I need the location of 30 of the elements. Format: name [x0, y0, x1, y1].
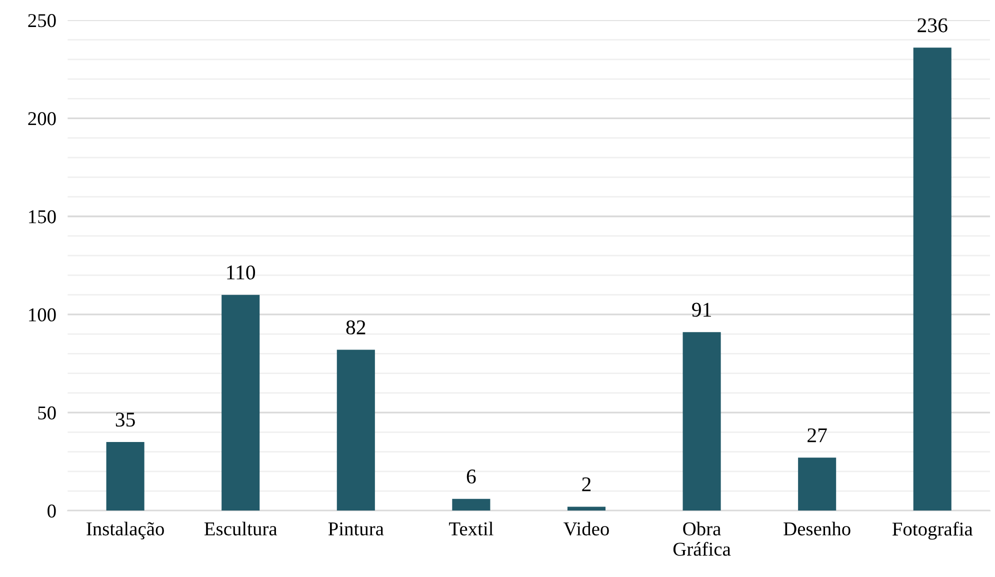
bar [336, 350, 375, 511]
bar [222, 294, 260, 511]
data-label: 110 [227, 265, 256, 280]
data-label: 82 [346, 320, 366, 334]
x-tick-label: Pintura [328, 522, 384, 536]
y-tick-label: 50 [38, 406, 56, 420]
x-tick-label: Escultura [204, 522, 278, 536]
y-tick-label: 150 [29, 210, 56, 224]
x-tick-label: Desenho [784, 522, 850, 536]
x-tick-label: Textil [449, 522, 494, 536]
y-tick-label: 100 [29, 308, 56, 322]
y-tick-label: 200 [28, 112, 56, 126]
x-tick-label: Fotografia [892, 522, 973, 540]
data-label: 236 [918, 18, 948, 32]
x-tick-label: Instalação [86, 522, 164, 540]
data-label: 27 [808, 428, 827, 442]
x-tick-label: Video [564, 522, 609, 536]
y-tick-label: 0 [48, 504, 56, 518]
x-tick-label: Obra Gráfica [673, 522, 731, 556]
bar [682, 332, 721, 511]
bar [798, 458, 836, 511]
bar [913, 48, 952, 511]
data-label: 91 [692, 302, 711, 317]
data-label: 6 [466, 470, 476, 484]
bar [452, 498, 490, 511]
data-label: 2 [582, 477, 591, 492]
bar [567, 506, 606, 511]
data-label: 35 [116, 412, 135, 427]
y-tick-label: 250 [28, 14, 56, 28]
bar [106, 442, 144, 511]
